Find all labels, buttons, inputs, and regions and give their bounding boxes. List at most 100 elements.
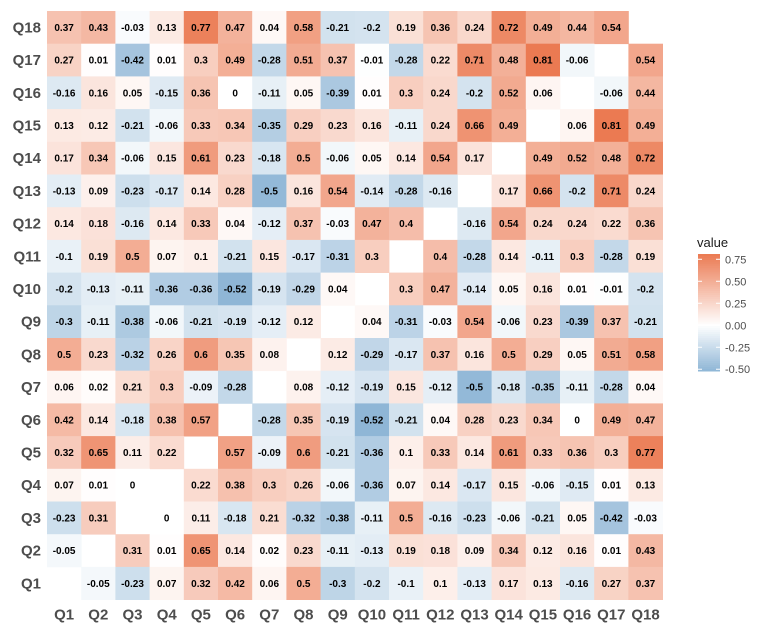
- cell-value-label: 0.3: [570, 252, 584, 263]
- cell-value-label: 0.15: [499, 481, 519, 492]
- cell-value-label: -0.18: [258, 154, 281, 165]
- cell-value-label: -0.06: [600, 88, 623, 99]
- heatmap-cell: [457, 272, 492, 306]
- cell-value-label: 0.32: [54, 448, 74, 459]
- cell-value-label: 0.49: [533, 23, 553, 34]
- heatmap-cell: [81, 174, 116, 208]
- cell-value-label: 0.54: [431, 154, 451, 165]
- cell-value-label: 0.06: [567, 121, 587, 132]
- legend-color-step: [698, 277, 720, 280]
- x-tick-label: Q10: [358, 607, 386, 624]
- cell-value-label: 0.12: [294, 317, 314, 328]
- heatmap-cell: [594, 566, 629, 600]
- cell-value-label: 0.28: [225, 186, 245, 197]
- heatmap-cell: [115, 109, 150, 143]
- heatmap-cell: [354, 239, 390, 273]
- heatmap-cell: [457, 11, 492, 45]
- heatmap-cell: [81, 76, 116, 110]
- y-tick-label: Q17: [13, 52, 41, 69]
- x-tick-label: Q7: [259, 607, 279, 624]
- cell-value-label: 0.28: [465, 415, 485, 426]
- cell-value-label: -0.13: [361, 546, 384, 557]
- cell-value-label: 0.07: [54, 481, 74, 492]
- cell-value-label: 0: [130, 481, 136, 492]
- heatmap-cell: [320, 207, 356, 241]
- legend-color-step: [698, 365, 720, 368]
- cell-value-label: -0.15: [566, 481, 589, 492]
- cell-value-label: 0.71: [465, 56, 485, 67]
- cell-value-label: 0.14: [54, 219, 74, 230]
- heatmap-cell: [594, 534, 629, 568]
- cell-value-label: -0.1: [55, 252, 73, 263]
- heatmap-cell: [628, 534, 663, 568]
- heatmap-cell: [457, 76, 492, 110]
- heatmap-cell: [149, 43, 185, 77]
- cell-value-label: 0.13: [636, 481, 656, 492]
- cell-value-label: 0.14: [499, 252, 519, 263]
- heatmap-cell: [47, 207, 82, 241]
- cell-value-label: -0.13: [463, 579, 486, 590]
- cell-value-label: 0.24: [465, 23, 485, 34]
- legend-color-step: [698, 359, 720, 362]
- heatmap-cell: [423, 338, 458, 372]
- heatmap-cell: [491, 239, 527, 273]
- cell-value-label: 0.31: [123, 546, 143, 557]
- cell-value-label: 0.54: [499, 219, 519, 230]
- heatmap-cell: [594, 174, 629, 208]
- cell-value-label: -0.21: [224, 252, 247, 263]
- heatmap-cell: [560, 43, 595, 77]
- y-tick-label: Q4: [21, 477, 42, 494]
- heatmap-cell: [183, 468, 219, 502]
- cell-value-label: -0.01: [600, 284, 623, 295]
- legend-color-step: [698, 259, 720, 263]
- cell-value-label: 0.33: [191, 121, 211, 132]
- cell-value-label: 0.02: [260, 546, 280, 557]
- heatmap-cell: [491, 338, 527, 372]
- heatmap-cell: [354, 370, 390, 404]
- cell-value-label: 0.3: [399, 88, 413, 99]
- heatmap-cell: [47, 272, 82, 306]
- cell-value-label: 0.01: [157, 56, 177, 67]
- legend-color-step: [698, 320, 720, 323]
- heatmap-cell: [389, 436, 424, 470]
- heatmap-cell: [252, 76, 287, 110]
- heatmap-cell: [423, 370, 458, 404]
- cell-value-label: -0.36: [155, 284, 178, 295]
- cell-value-label: -0.42: [121, 56, 144, 67]
- cell-value-label: -0.5: [466, 383, 484, 394]
- heatmap-cell: [389, 272, 424, 306]
- legend-color-step: [698, 318, 720, 321]
- heatmap-cell: [423, 109, 458, 143]
- legend-color-step: [698, 261, 720, 265]
- cell-value-label: 0.43: [636, 546, 656, 557]
- y-tick-label: Q8: [21, 346, 41, 363]
- cell-value-label: 0.24: [636, 186, 656, 197]
- cell-value-label: -0.2: [466, 88, 484, 99]
- cell-value-label: 0.05: [499, 284, 519, 295]
- heatmap-cell: [628, 436, 663, 470]
- heatmap-cell: [525, 305, 561, 339]
- heatmap-cell: [560, 305, 595, 339]
- heatmap-cell: [286, 468, 321, 502]
- heatmap-cell: [457, 501, 492, 535]
- y-axis: Q18 Q17 Q16 Q15 Q14 Q13 Q12 Q11 Q10 Q9 Q8 Q7 Q6 Q5 Q4 Q…: [13, 19, 42, 592]
- cell-value-label: -0.5: [261, 186, 279, 197]
- cell-value-label: 0.3: [160, 383, 174, 394]
- cell-value-label: 0.24: [431, 121, 451, 132]
- legend-tick-label: -0.50: [725, 364, 750, 376]
- cell-value-label: -0.12: [429, 383, 452, 394]
- heatmap-cell: [115, 436, 150, 470]
- cell-value-label: -0.2: [55, 284, 73, 295]
- cell-value-label: -0.14: [463, 284, 486, 295]
- heatmap-cell: [628, 239, 663, 273]
- cell-value-label: 0.24: [567, 219, 587, 230]
- cell-value-label: -0.09: [258, 448, 281, 459]
- cell-value-label: 0.29: [294, 121, 314, 132]
- heatmap-cell: [389, 534, 424, 568]
- heatmap-cell: [286, 370, 321, 404]
- heatmap-cell: [628, 76, 663, 110]
- cell-value-label: 0.54: [602, 23, 622, 34]
- cell-value-label: 0.37: [54, 23, 74, 34]
- heatmap-cell: [149, 501, 185, 535]
